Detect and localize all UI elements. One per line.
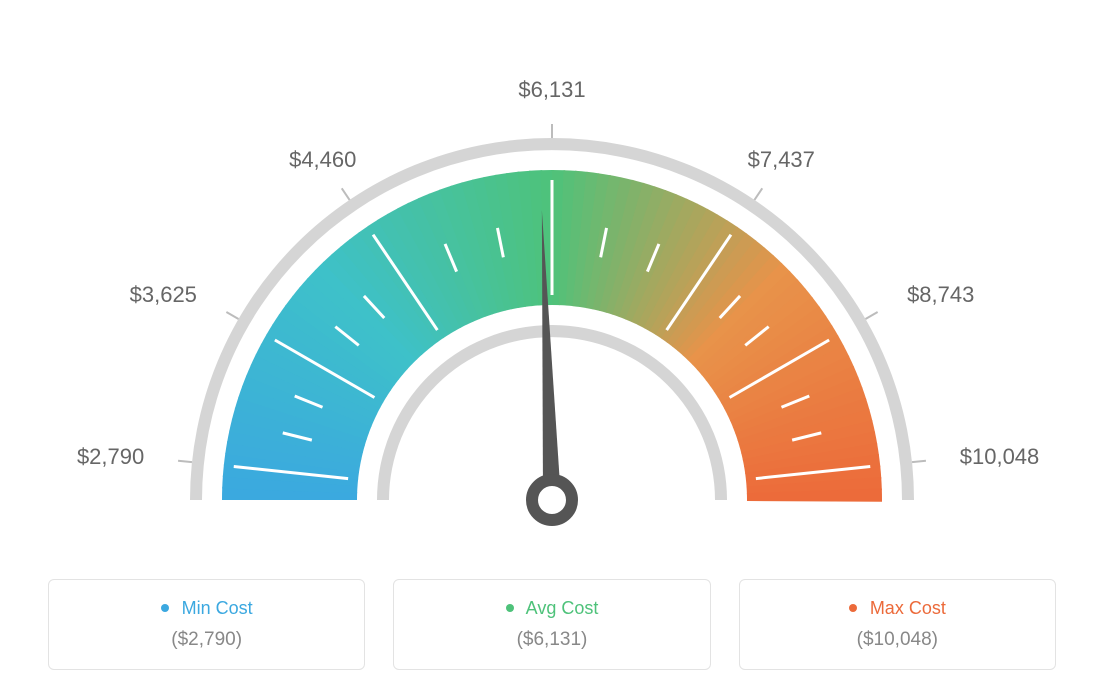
avg-cost-label-text: Avg Cost bbox=[526, 598, 599, 618]
bullet-icon bbox=[161, 604, 169, 612]
bullet-icon bbox=[506, 604, 514, 612]
max-cost-card: Max Cost ($10,048) bbox=[739, 579, 1056, 670]
svg-text:$10,048: $10,048 bbox=[960, 444, 1040, 469]
svg-text:$7,437: $7,437 bbox=[748, 147, 815, 172]
max-cost-label-text: Max Cost bbox=[870, 598, 946, 618]
min-cost-label-text: Min Cost bbox=[182, 598, 253, 618]
min-cost-card: Min Cost ($2,790) bbox=[48, 579, 365, 670]
avg-cost-card: Avg Cost ($6,131) bbox=[393, 579, 710, 670]
svg-text:$3,625: $3,625 bbox=[130, 282, 197, 307]
gauge-chart: $2,790 $3,625 $4,460 $6,131 $7,437 $8,743 $10,… bbox=[0, 0, 1104, 560]
max-cost-label: Max Cost bbox=[740, 598, 1055, 619]
svg-text:$8,743: $8,743 bbox=[907, 282, 974, 307]
max-cost-value: ($10,048) bbox=[740, 629, 1055, 651]
min-cost-value: ($2,790) bbox=[49, 629, 364, 651]
svg-text:$4,460: $4,460 bbox=[289, 147, 356, 172]
bullet-icon bbox=[849, 604, 857, 612]
avg-cost-value: ($6,131) bbox=[394, 629, 709, 651]
summary-row: Min Cost ($2,790) Avg Cost ($6,131) Max … bbox=[48, 579, 1056, 670]
avg-cost-label: Avg Cost bbox=[394, 598, 709, 619]
min-cost-label: Min Cost bbox=[49, 598, 364, 619]
svg-text:$6,131: $6,131 bbox=[518, 77, 585, 102]
cost-gauge-widget: $2,790 $3,625 $4,460 $6,131 $7,437 $8,743 $10,… bbox=[0, 0, 1104, 690]
gauge-svg: $2,790 $3,625 $4,460 $6,131 $7,437 $8,743 $10,… bbox=[0, 0, 1104, 560]
svg-text:$2,790: $2,790 bbox=[77, 444, 144, 469]
